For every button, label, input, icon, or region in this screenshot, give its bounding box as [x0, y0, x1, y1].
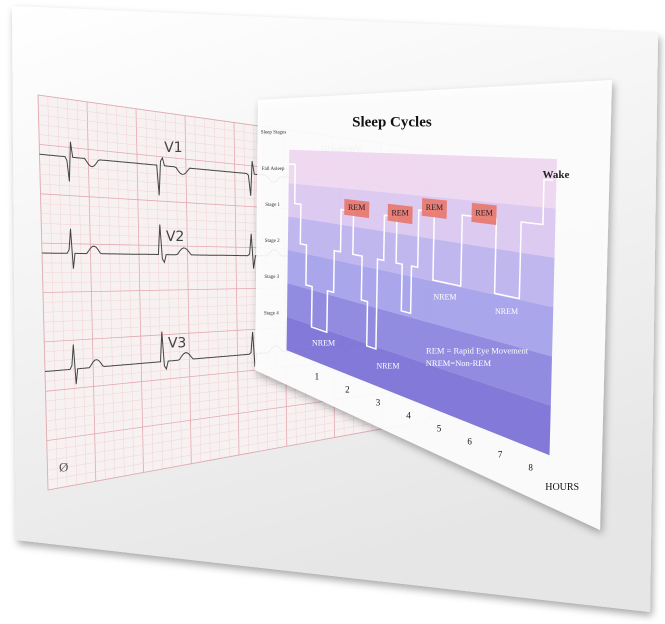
grid — [47, 419, 431, 491]
sleep-chart-panel: REM REM REM REM NREM NREM NREM NREM Sleep Cycles… — [255, 80, 612, 530]
nrem-label: NREM — [495, 307, 518, 316]
chart-title: Sleep Cycles — [352, 114, 432, 130]
stage-band — [287, 283, 552, 406]
nrem-label: NREM — [312, 338, 335, 347]
hour-label: 3 — [376, 398, 381, 408]
stage-band — [287, 216, 555, 308]
stage-band — [287, 249, 554, 357]
stage-band — [286, 316, 551, 456]
hour-label: 2 — [345, 384, 350, 394]
rem-box — [421, 198, 447, 219]
nrem-label: NREM — [433, 292, 456, 301]
grid — [47, 413, 431, 481]
wake-label: Wake — [542, 169, 569, 181]
corner-mark: Ø — [59, 459, 68, 474]
rem-label: REM — [391, 209, 408, 218]
rem-box — [471, 202, 497, 225]
nrem-label: NREM — [376, 362, 399, 371]
stage-label: Stage 4 — [264, 311, 279, 316]
hypnogram — [288, 163, 554, 351]
hour-label: 8 — [528, 463, 533, 473]
lead-label: V1 — [164, 140, 182, 156]
legend-line: REM = Rapid Eye Movement — [426, 346, 529, 356]
stage-band — [288, 149, 557, 209]
hour-label: 4 — [406, 411, 411, 421]
stage-label: Sleep Stages — [261, 131, 286, 136]
stage-label: Stage 1 — [265, 203, 280, 208]
hour-label: 6 — [467, 437, 472, 447]
lead-label: V3 — [168, 335, 186, 351]
rem-label: REM — [348, 203, 365, 212]
hour-label: 7 — [498, 450, 503, 460]
hour-label: 1 — [315, 371, 320, 381]
stage-label: Fall Asleep — [262, 167, 285, 172]
hours-label: HOURS — [545, 482, 579, 493]
rem-label: REM — [475, 209, 492, 218]
hour-label: 5 — [437, 424, 442, 434]
lead-label: V2 — [166, 229, 184, 245]
rem-box — [387, 203, 413, 225]
rem-box — [344, 198, 370, 219]
rem-label: REM — [426, 203, 443, 212]
legend-line: NREM=Non-REM — [426, 358, 492, 368]
stage-label: Stage 3 — [264, 275, 279, 280]
stage-label: Stage 2 — [265, 239, 280, 244]
